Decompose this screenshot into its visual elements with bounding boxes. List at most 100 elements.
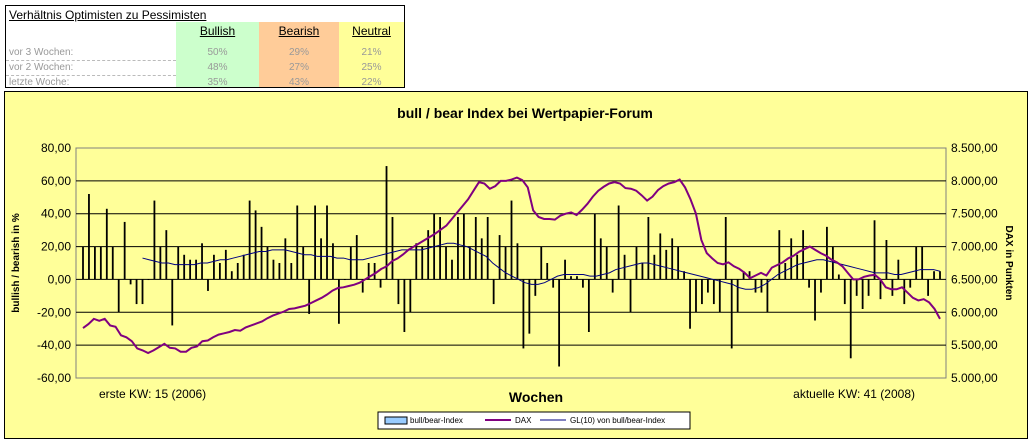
bar	[439, 217, 441, 280]
dax-line	[82, 176, 941, 355]
bar	[94, 246, 96, 280]
bar	[504, 246, 507, 280]
bullish-value: 50%	[207, 47, 228, 58]
left-axis-label: bullish / bearish in %	[11, 213, 22, 313]
x-axis-label: Wochen	[509, 389, 563, 405]
bar	[754, 279, 757, 293]
bar	[558, 279, 561, 367]
left-axis-ticks: 80,00 60,00 40,00 20,00 0,00 -20,00 -40,00 -60,…	[37, 141, 71, 385]
bar	[611, 279, 614, 293]
bar	[814, 279, 816, 321]
bearish-header: Bearish	[278, 24, 320, 38]
bar	[659, 233, 662, 280]
bar	[849, 279, 852, 359]
bar	[897, 259, 900, 280]
bar	[671, 238, 674, 280]
bar	[177, 246, 180, 280]
bullish-value: 48%	[207, 62, 228, 73]
bar	[831, 246, 834, 280]
bearish-column: Bearish 29% 27% 43%	[259, 22, 339, 88]
bar	[712, 279, 715, 305]
bar	[766, 279, 769, 313]
row-label: vor 2 Wochen:	[9, 62, 74, 73]
bar	[778, 230, 781, 280]
bar	[153, 200, 156, 280]
bar	[707, 279, 709, 293]
bar	[647, 217, 650, 280]
bar	[641, 263, 644, 280]
bar	[82, 246, 84, 280]
bar	[468, 246, 471, 280]
left-tick-label: 0,00	[48, 272, 72, 286]
right-tick-label: 5.000,00	[951, 371, 998, 385]
bar	[885, 240, 888, 280]
bull-bear-chart: bull / bear Index bei Wertpapier-Forum 8…	[11, 105, 1014, 430]
bar	[129, 279, 132, 285]
bar	[582, 279, 584, 288]
bar	[254, 210, 257, 280]
bar	[218, 263, 221, 280]
bar	[361, 279, 364, 293]
neutral-value: 22%	[361, 77, 382, 88]
bar	[927, 279, 929, 296]
bar	[338, 279, 340, 324]
right-tick-label: 5.500,00	[951, 338, 998, 352]
bar	[207, 279, 209, 291]
neutral-column: Neutral 21% 25% 22%	[339, 22, 404, 88]
left-tick-label: 60,00	[41, 174, 71, 188]
left-tick-label: 40,00	[41, 207, 71, 221]
bar	[510, 200, 513, 280]
bar	[320, 238, 322, 280]
bar	[837, 274, 840, 280]
bar	[820, 279, 822, 293]
legend: bull/bear-Index DAX GL(10) von bull/bear…	[377, 411, 691, 430]
bar	[332, 243, 334, 280]
bar	[695, 279, 697, 313]
bar	[123, 221, 126, 280]
bar	[296, 205, 299, 280]
bar	[278, 263, 281, 280]
bar	[302, 246, 305, 280]
bar	[540, 246, 543, 280]
bar	[790, 238, 793, 280]
bar	[516, 243, 519, 280]
legend-bar-swatch	[384, 416, 408, 425]
bar	[403, 279, 406, 332]
legend-ma-label: GL(10) von bull/bear-Index	[570, 416, 665, 425]
row-label: letzte Woche:	[9, 77, 70, 88]
bar	[105, 208, 108, 280]
bar	[290, 263, 293, 280]
bar	[457, 217, 459, 280]
right-tick-label: 7.500,00	[951, 207, 998, 221]
bar	[314, 205, 316, 280]
bar	[748, 271, 751, 280]
right-tick-label: 6.000,00	[951, 305, 998, 319]
bar	[742, 271, 745, 280]
bar	[355, 235, 358, 280]
chart-title: bull / bear Index bei Wertpapier-Forum	[397, 105, 653, 121]
row-label: vor 3 Wochen:	[9, 47, 74, 58]
bar	[421, 246, 424, 280]
bar	[147, 279, 150, 281]
bar	[826, 226, 828, 280]
bar	[546, 263, 549, 280]
bar	[260, 226, 263, 280]
bar	[266, 246, 269, 280]
bar	[379, 279, 382, 288]
sentiment-summary-table: Verhältnis Optimisten zu Pessimisten Bul…	[5, 5, 405, 88]
bar	[427, 230, 430, 280]
bar	[492, 279, 495, 305]
bar	[349, 246, 352, 280]
bar	[397, 279, 400, 305]
legend-dax-label: DAX	[515, 416, 532, 425]
bar	[343, 279, 346, 281]
bar	[88, 194, 90, 280]
bar	[183, 254, 186, 280]
bar	[474, 217, 477, 280]
bearish-value: 43%	[288, 77, 309, 88]
bar	[689, 279, 691, 329]
right-axis-label: DAX in Punkten	[1003, 225, 1014, 300]
first-week-note: erste KW: 15 (2006)	[99, 387, 206, 401]
bar	[879, 279, 882, 300]
bar	[605, 246, 608, 280]
